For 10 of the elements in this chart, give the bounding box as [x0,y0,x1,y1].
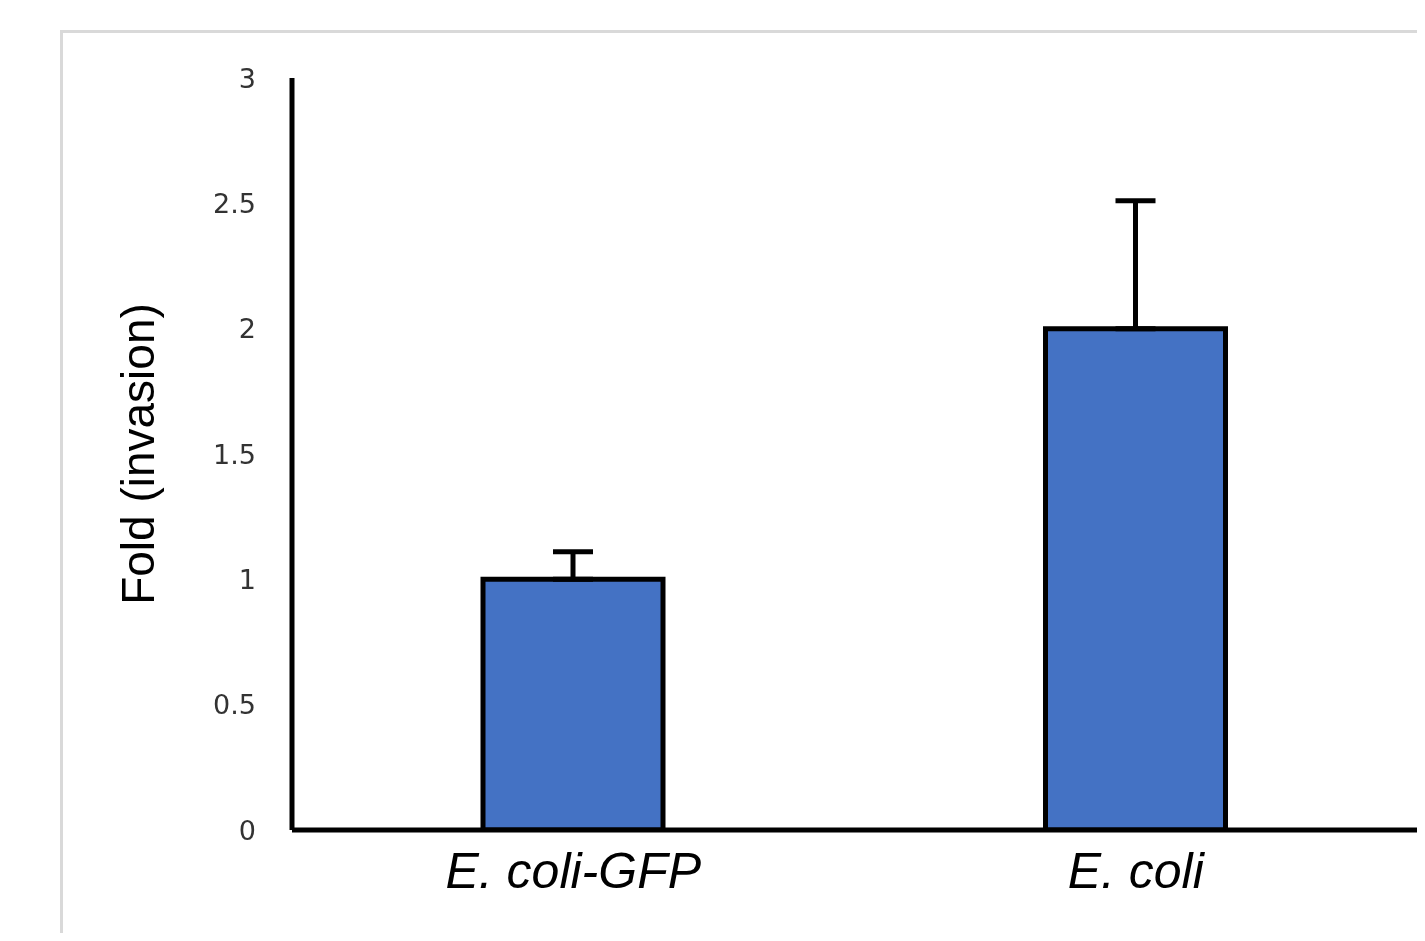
y-tick-label: 0 [238,814,256,846]
y-axis-title: Fold (invasion) [112,303,165,605]
x-tick-label: E. coli [1067,843,1206,899]
y-tick-label: 0.5 [213,689,256,721]
y-tick-label: 1.5 [213,438,256,470]
y-tick-label: 2 [238,313,256,345]
y-tick-label: 1 [238,563,256,595]
y-tick-label: 2.5 [213,187,256,219]
x-tick-label: E. coli-GFP [445,843,702,899]
y-tick-label: 3 [238,62,256,94]
